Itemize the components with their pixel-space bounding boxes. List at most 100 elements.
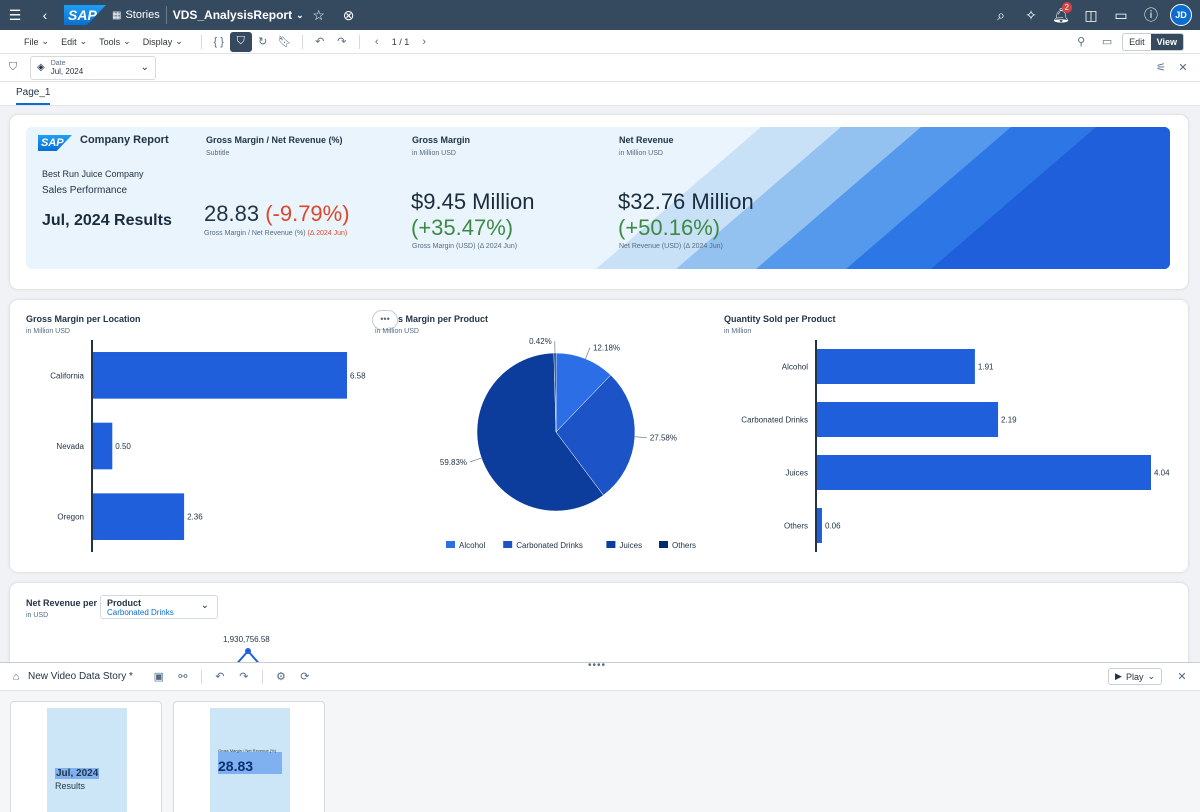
- kpi-gross-margin-title: Gross Margin: [412, 135, 471, 145]
- chat-icon[interactable]: ◫: [1084, 6, 1098, 23]
- settings-gear-icon[interactable]: ⚙: [275, 671, 286, 683]
- refresh-icon[interactable]: ↻: [258, 36, 268, 48]
- user-avatar[interactable]: JD: [1170, 4, 1192, 26]
- pie-slice-carbonated-drinks[interactable]: [555, 374, 636, 496]
- filter-bar: ⛉ ◈ Date Jul, 2024 ⌄ ⚟ ✕: [0, 54, 1200, 82]
- menu-file[interactable]: File ⌄: [24, 36, 50, 47]
- chevron-down-icon: ⌄: [200, 600, 209, 611]
- chart-qty-product[interactable]: Alcohol 1.91 Carbonated Drinks 2.19 Juices 4.…: [720, 340, 1170, 558]
- resize-grip-icon[interactable]: ••••: [588, 660, 607, 671]
- help-icon[interactable]: ⓘ: [1144, 7, 1158, 23]
- legend-label[interactable]: Juices: [619, 541, 642, 550]
- thumbnail-2-value: 28.83: [218, 758, 254, 774]
- menu-edit[interactable]: Edit ⌄: [61, 36, 88, 47]
- back-icon[interactable]: ‹: [42, 7, 48, 23]
- category-label: Nevada: [56, 442, 84, 451]
- chart-gm-location-title: Gross Margin per Location: [26, 314, 141, 324]
- net-revenue-line-chart[interactable]: [210, 643, 310, 662]
- edit-mode-button[interactable]: Edit: [1129, 36, 1145, 47]
- menu-icon[interactable]: ☰: [8, 6, 22, 23]
- bar-juices[interactable]: [817, 455, 1151, 490]
- screen-icon[interactable]: ▭: [1101, 36, 1113, 48]
- video-scene-thumbnail-2[interactable]: Gross Margin / Net Revenue (%) 28.83: [173, 701, 325, 812]
- thumbnail-2-highlight: [218, 752, 282, 774]
- chart-more-button[interactable]: •••: [372, 310, 398, 330]
- menu-display[interactable]: Display ⌄: [142, 36, 183, 47]
- play-button[interactable]: ▶ Play ⌄: [1108, 668, 1162, 685]
- filter-settings-icon[interactable]: ⚟: [1156, 62, 1166, 74]
- legend-swatch: [446, 541, 455, 548]
- thumbnail-1-line2: Results: [55, 781, 86, 791]
- chart-net-revenue-title: Net Revenue per: [26, 598, 98, 608]
- product-dropdown-label: Product: [107, 598, 142, 608]
- category-label: Carbonated Drinks: [741, 416, 808, 425]
- save-icon[interactable]: ▣: [153, 671, 165, 683]
- add-filter-icon[interactable]: ⛉: [8, 61, 18, 73]
- menu-tools[interactable]: Tools ⌄: [99, 36, 131, 47]
- play-icon: ▶: [1115, 671, 1122, 681]
- pie-slice-others[interactable]: [553, 352, 557, 433]
- notifications-bell-icon[interactable]: 🔔︎ 2: [1046, 0, 1076, 30]
- pie-data-label: 59.83%: [440, 458, 467, 467]
- date-filter[interactable]: ◈ Date Jul, 2024 ⌄: [30, 55, 156, 80]
- share-icon[interactable]: ⚯: [178, 671, 188, 683]
- tab-page-1[interactable]: Page_1: [16, 87, 51, 105]
- bar-nevada[interactable]: [93, 422, 113, 470]
- undo-icon[interactable]: ↶: [315, 36, 325, 48]
- bookmark-icon[interactable]: 🔖︎: [277, 36, 292, 48]
- bar-oregon[interactable]: [93, 493, 185, 540]
- next-page-icon[interactable]: ›: [422, 35, 427, 48]
- close-panel-icon[interactable]: ✕: [1177, 671, 1187, 683]
- kpi-gm-nr-delta: (-9.79%): [265, 201, 350, 226]
- page-tabs: Page_1: [0, 82, 1200, 106]
- feedback-icon[interactable]: ▭: [1114, 6, 1128, 23]
- sync-icon[interactable]: ⟳: [300, 671, 310, 683]
- chevron-down-icon: ⌄: [296, 9, 304, 20]
- favorite-star-icon[interactable]: ☆: [312, 6, 325, 23]
- kpi-net-revenue-subtitle: in Million USD: [619, 150, 663, 157]
- date-filter-value: Jul, 2024: [50, 66, 84, 76]
- video-data-story-panel: •••• ⌂ New Video Data Story * ▣ ⚯ ↶ ↷ ⚙ …: [0, 660, 1200, 812]
- code-braces-icon[interactable]: { }: [213, 35, 224, 48]
- data-label: 4.04: [1154, 469, 1170, 478]
- data-label: 6.58: [350, 371, 366, 380]
- legend-label[interactable]: Carbonated Drinks: [516, 541, 583, 550]
- redo-icon[interactable]: ↷: [337, 36, 347, 48]
- sap-logo[interactable]: SAP: [64, 5, 106, 25]
- pie-data-label: 0.42%: [529, 337, 552, 346]
- leader-line: [634, 436, 647, 438]
- video-story-title: New Video Data Story *: [28, 671, 133, 682]
- bar-california[interactable]: [93, 352, 347, 399]
- lightbulb-icon[interactable]: ✧: [1025, 6, 1037, 23]
- pie-data-label: 12.18%: [593, 344, 620, 353]
- pie-slice-juices[interactable]: [476, 352, 604, 512]
- undo-icon[interactable]: ↶: [215, 671, 225, 683]
- bar-alcohol[interactable]: [817, 349, 975, 384]
- breadcrumb-stories[interactable]: ▦ Stories: [112, 9, 160, 21]
- story-title[interactable]: VDS_AnalysisReport ⌄: [172, 8, 304, 22]
- toolbar-divider: [200, 34, 202, 49]
- legend-label[interactable]: Others: [672, 541, 696, 550]
- kpi-gross-margin-value: $9.45 Million: [411, 189, 535, 214]
- charts-card: Gross Margin per Location in Million USD…: [10, 300, 1188, 572]
- bar-carbonated-drinks[interactable]: [817, 402, 999, 437]
- close-circle-icon[interactable]: ⊗: [342, 6, 355, 23]
- stories-icon: ▦: [112, 9, 122, 21]
- search-icon[interactable]: ⌕: [997, 6, 1005, 23]
- redo-icon[interactable]: ↷: [239, 671, 249, 683]
- chart-gm-location[interactable]: California 6.58 Nevada 0.50 Oregon 2.36: [20, 340, 370, 558]
- filter-icon[interactable]: ⛉: [229, 31, 252, 52]
- legend-label[interactable]: Alcohol: [459, 541, 485, 550]
- previous-page-icon[interactable]: ‹: [374, 35, 379, 48]
- product-dropdown[interactable]: Product Carbonated Drinks ⌄: [100, 595, 218, 619]
- close-icon[interactable]: ✕: [1178, 62, 1188, 74]
- kpi-gross-margin-subtitle: in Million USD: [412, 150, 456, 157]
- thumbnail-2-caption: Gross Margin / Net Revenue (%): [218, 748, 277, 753]
- pie-slice-alcohol[interactable]: [555, 352, 612, 433]
- insights-icon[interactable]: ⚲: [1077, 36, 1086, 48]
- view-mode-button[interactable]: View: [1150, 33, 1183, 50]
- bar-others[interactable]: [817, 508, 822, 543]
- date-filter-label: Date: [50, 59, 66, 67]
- video-scene-thumbnail-1[interactable]: Jul, 2024 Results: [10, 701, 162, 812]
- chart-gm-product[interactable]: 12.18% 27.58% 59.83% 0.42% Alcohol Carbonated…: [380, 336, 710, 558]
